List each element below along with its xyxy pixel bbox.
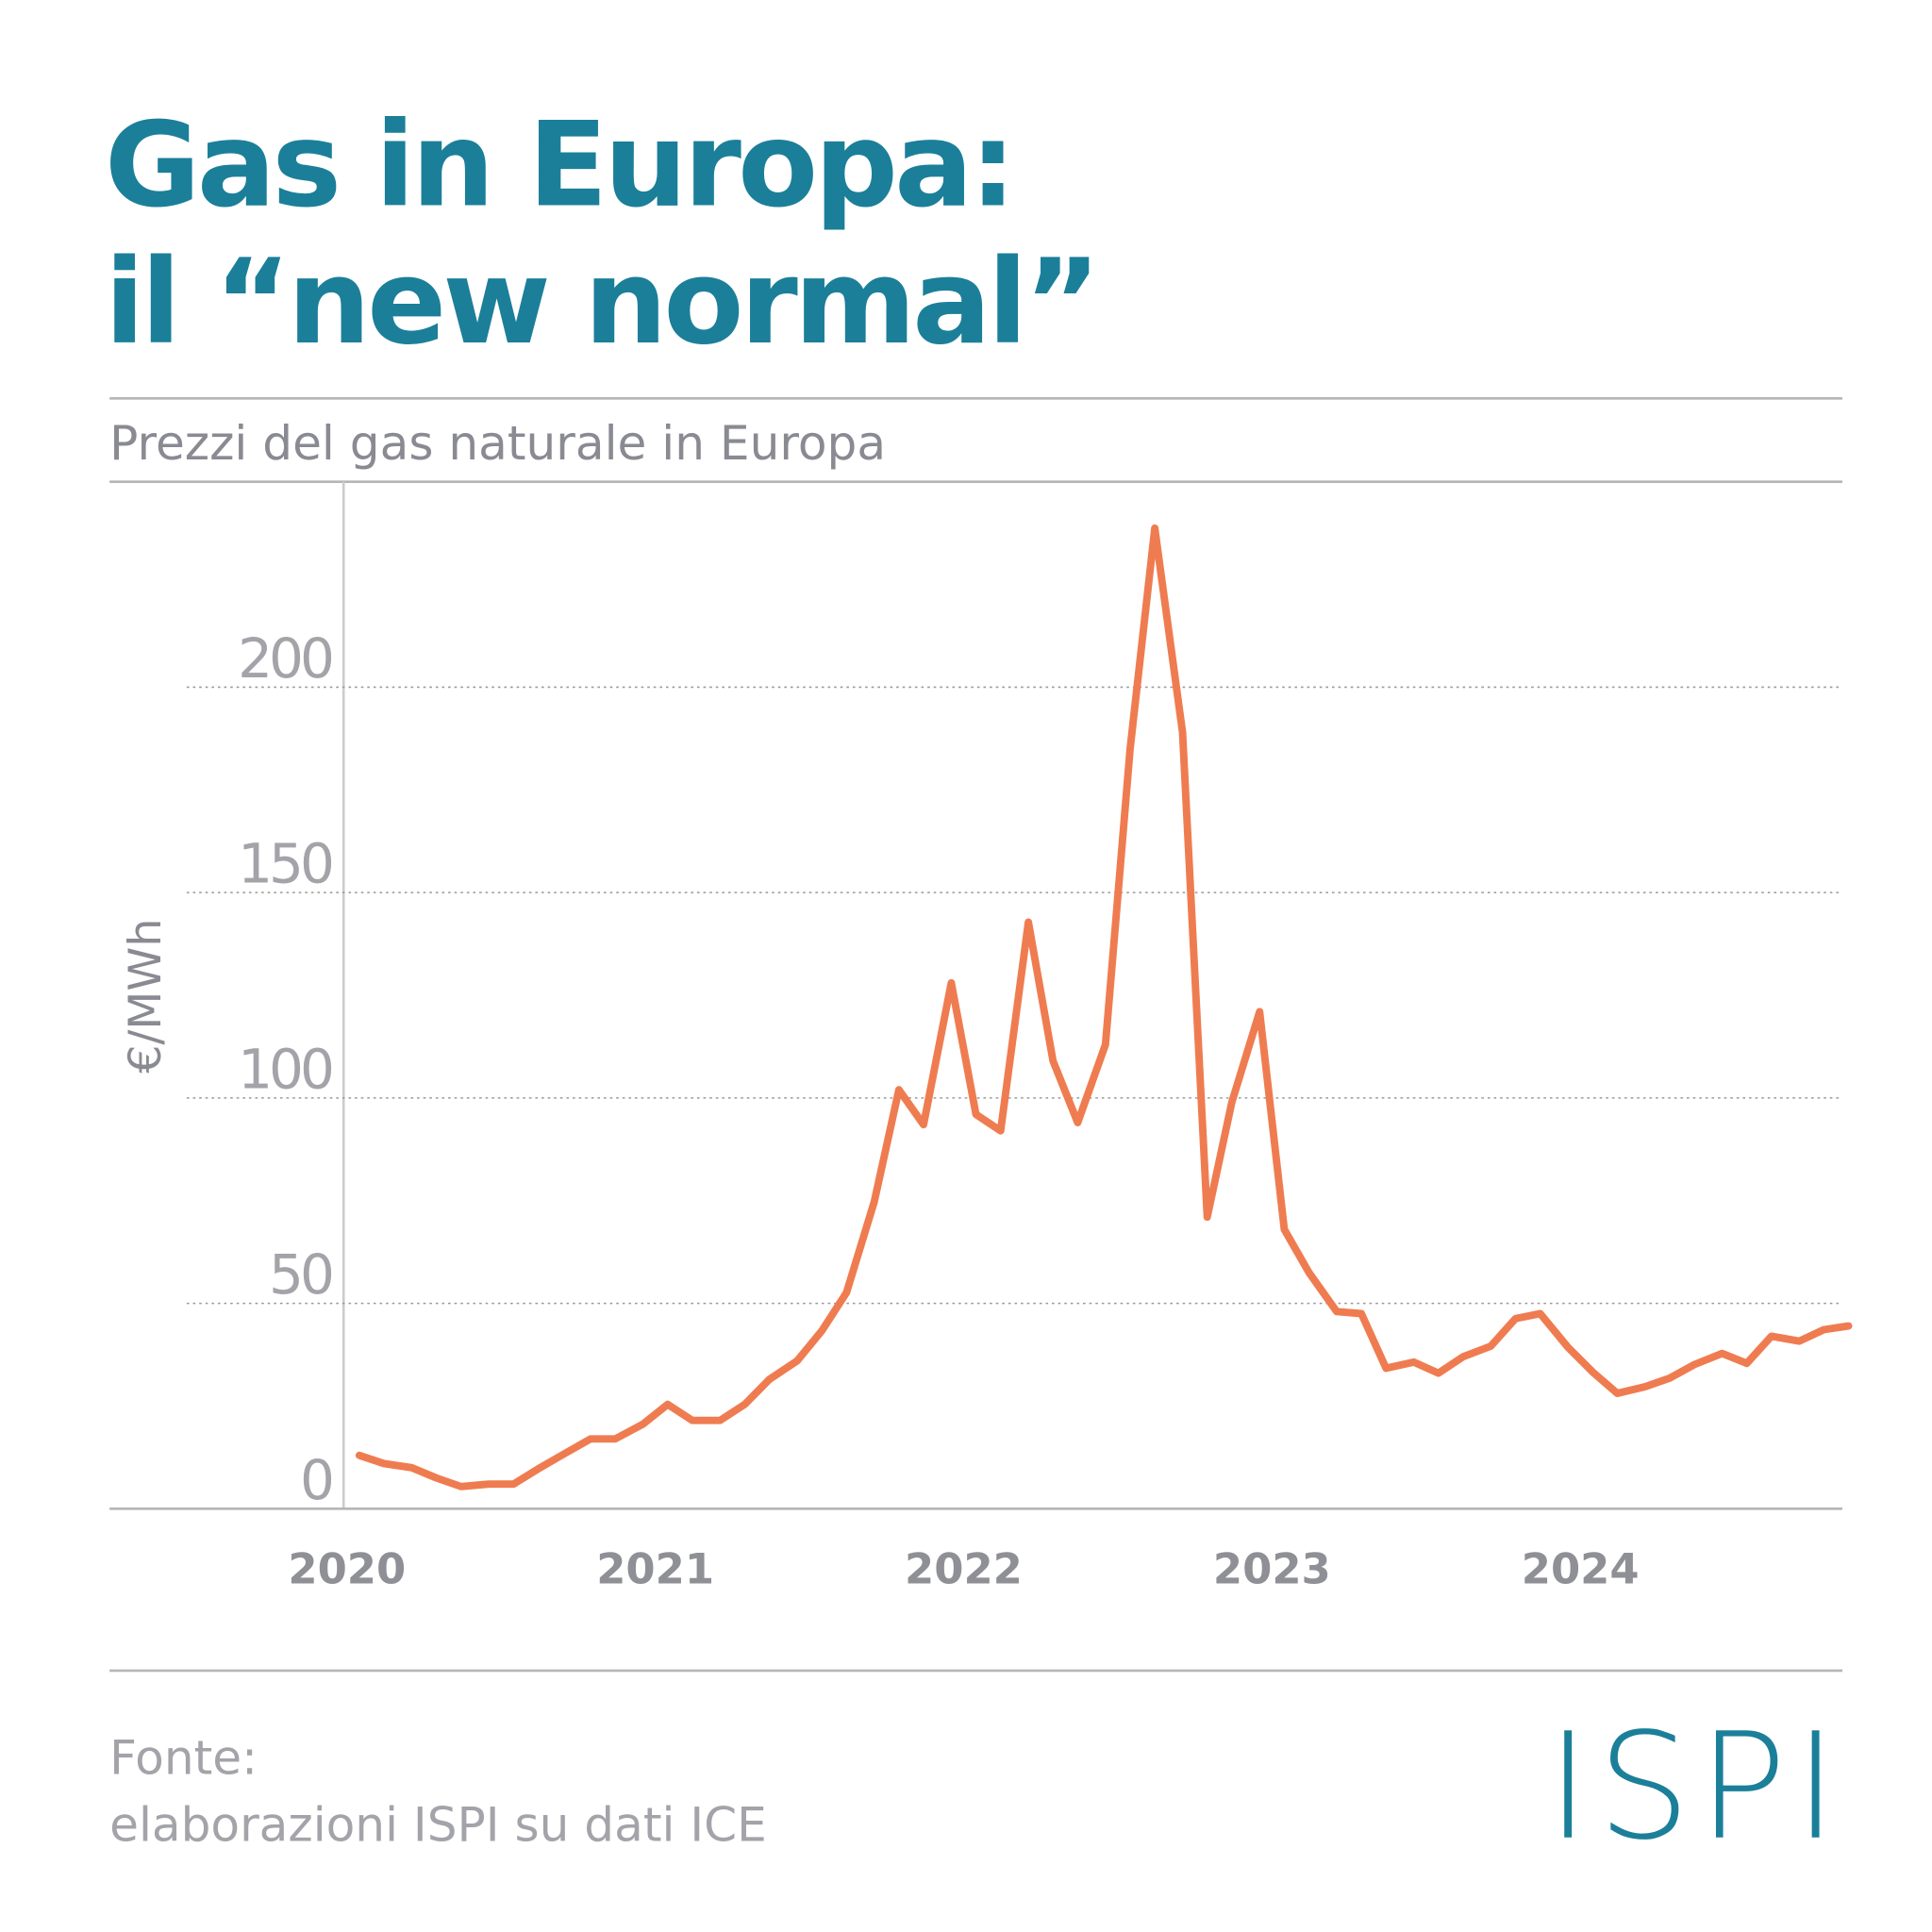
y-axis-label: €/MWh — [120, 919, 172, 1074]
y-tick-label: 100 — [238, 1037, 332, 1101]
subtitle: Prezzi del gas naturale in Europa — [109, 415, 886, 471]
logo: ISPI — [1546, 1701, 1844, 1873]
x-tick-label: 2020 — [288, 1544, 406, 1594]
title: Gas in Europa: — [105, 98, 1013, 234]
x-tick-label: 2021 — [596, 1544, 714, 1594]
source: elaborazioni ISPI su dati ICE — [109, 1797, 767, 1853]
plot: 0 50 100 150 200 2020 2021 2022 2023 2024 — [109, 524, 1853, 1594]
y-tick-label: 200 — [238, 626, 332, 691]
y-tick-label: 150 — [238, 832, 332, 896]
title: il “new normal” — [105, 235, 1097, 371]
x-tick-label: 2024 — [1522, 1544, 1640, 1594]
x-tick-label: 2023 — [1213, 1544, 1331, 1594]
x-tick-label: 2022 — [905, 1544, 1023, 1594]
source: Fonte: — [109, 1729, 258, 1785]
line — [355, 524, 1853, 1491]
y-tick-label: 0 — [300, 1448, 332, 1512]
y-tick-label: 50 — [269, 1242, 332, 1307]
